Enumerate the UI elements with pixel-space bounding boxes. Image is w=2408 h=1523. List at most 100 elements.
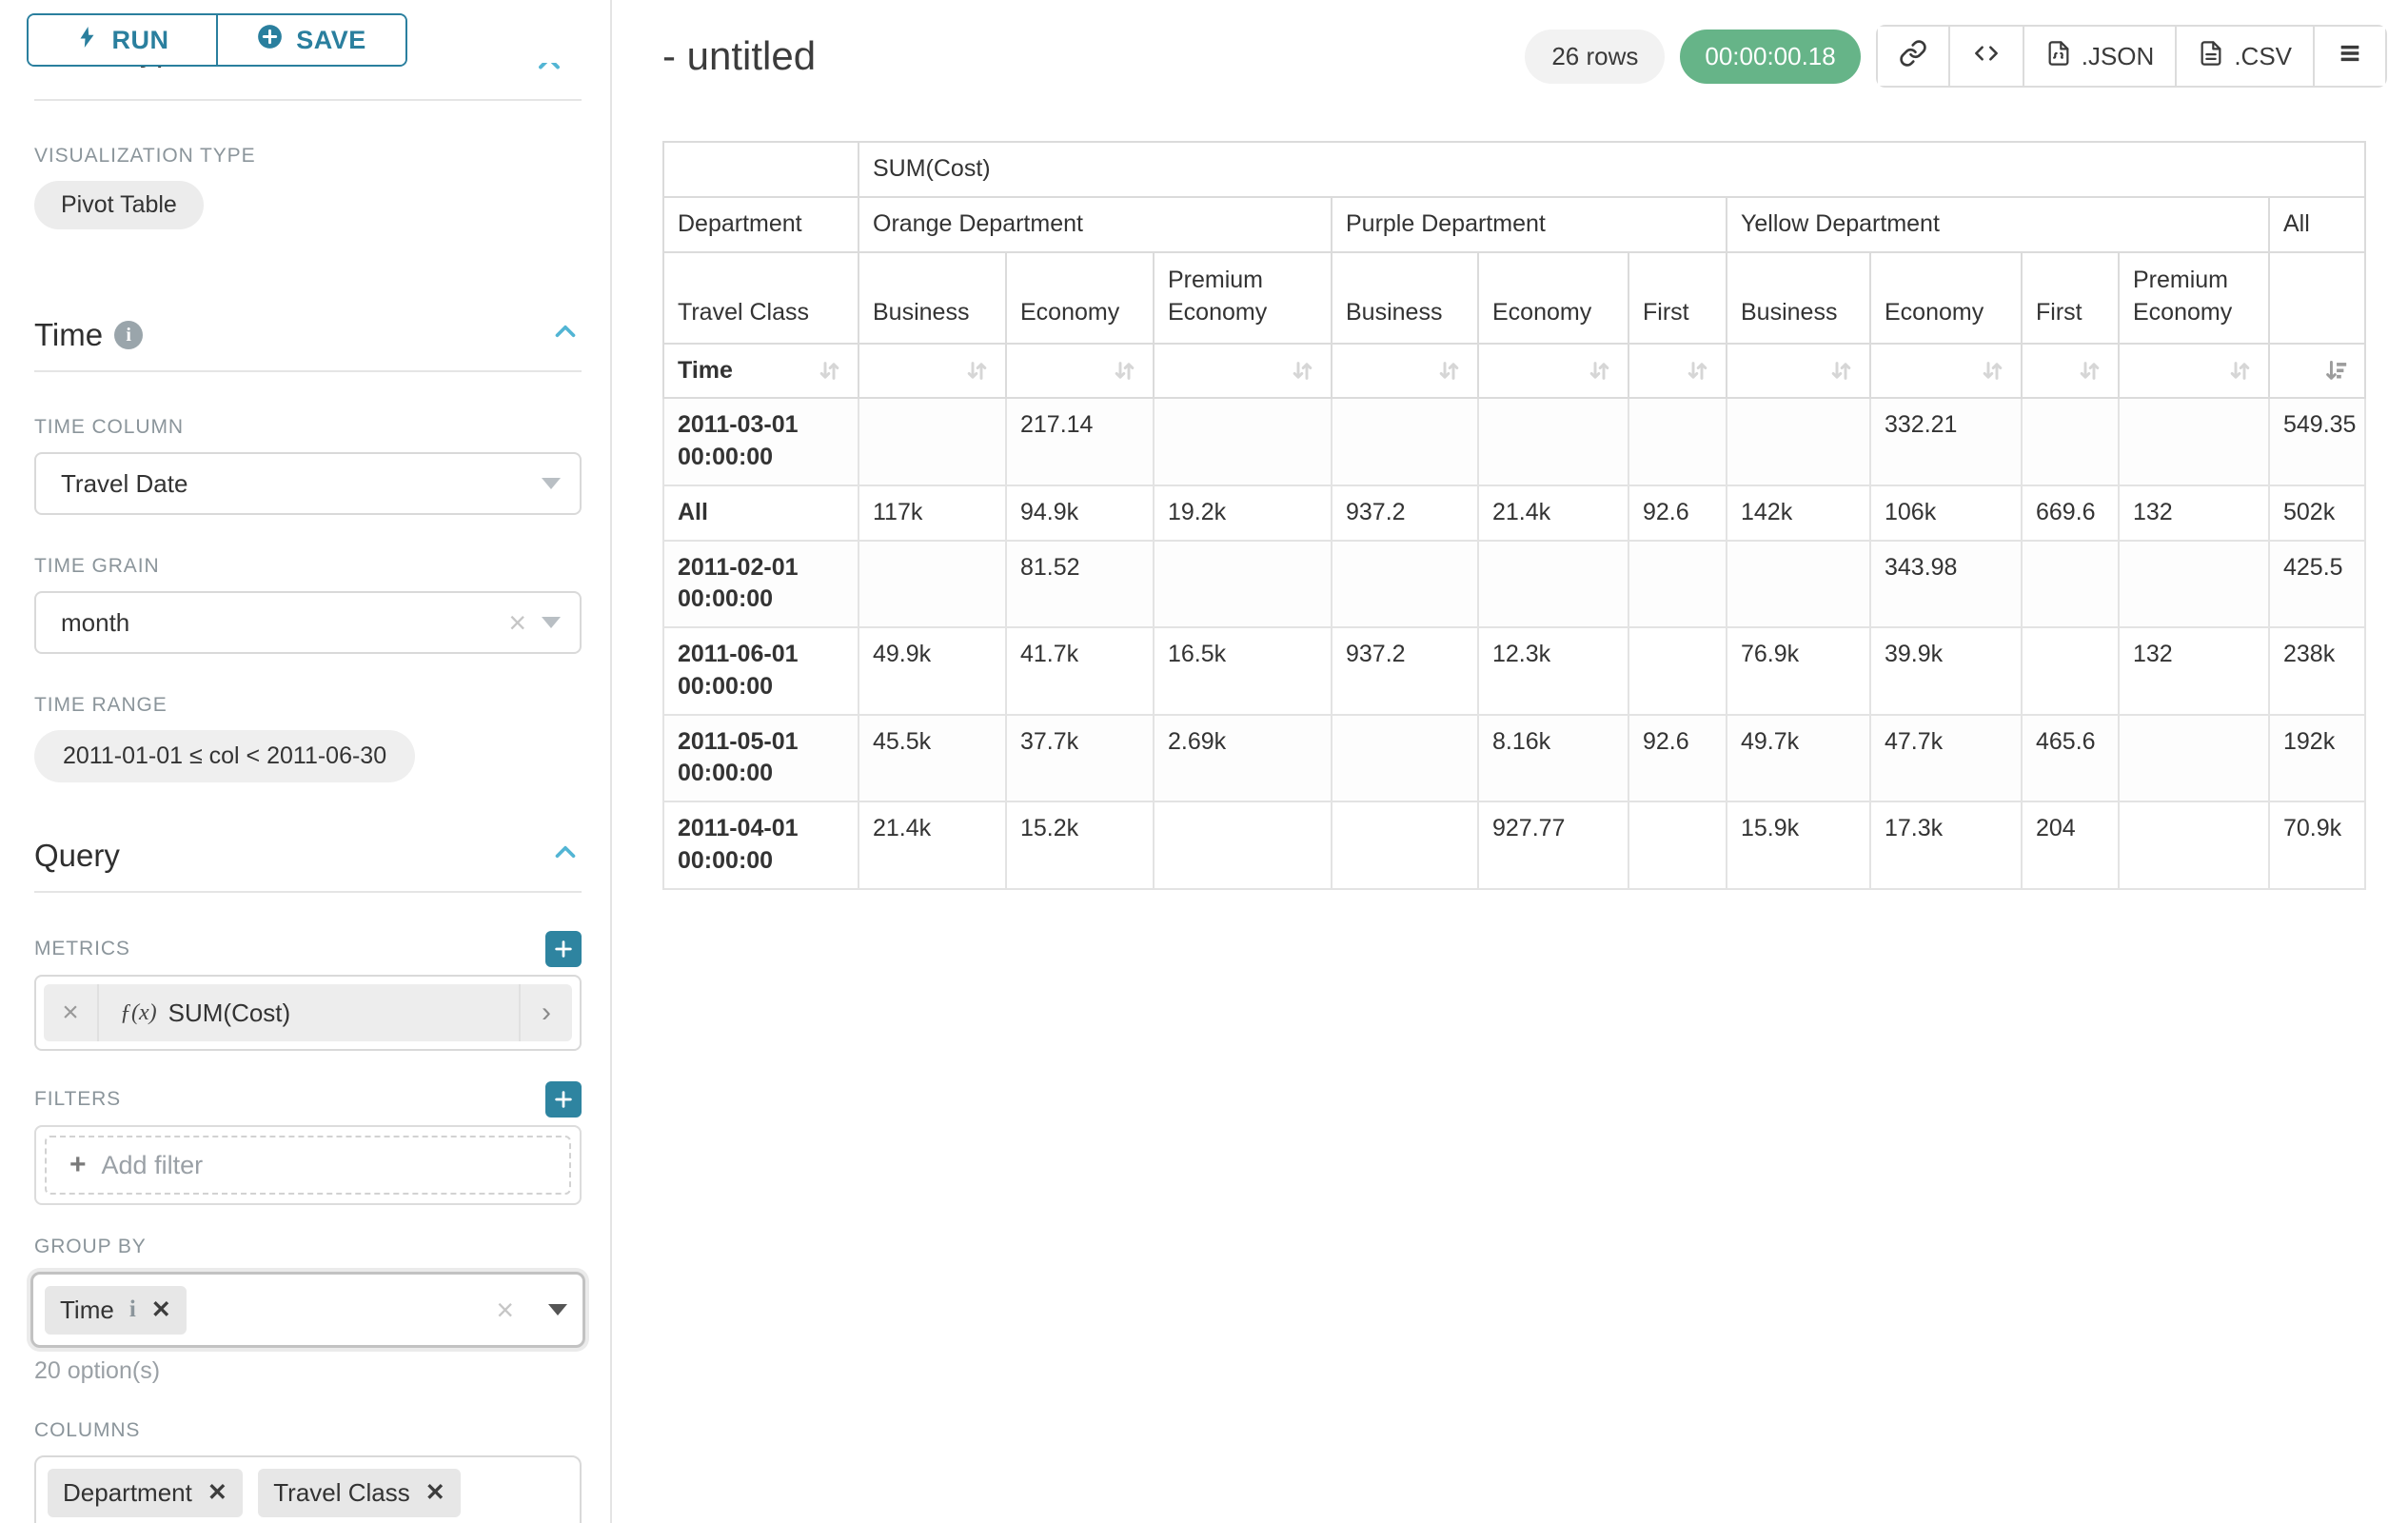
value-cell: 94.9k [1005,484,1155,542]
row-label: 2011-04-01 00:00:00 [662,801,859,890]
time-range-label: TIME RANGE [34,694,168,716]
group-by-pill: Time i ✕ [45,1285,187,1335]
chevron-down-icon [542,478,561,489]
value-cell [1153,539,1332,628]
clear-icon[interactable]: × [491,1516,509,1523]
value-cell: 21.4k [1477,484,1629,542]
query-section-collapse-icon[interactable] [549,836,582,876]
travel-class-header: Business [858,250,1007,345]
row-label: 2011-05-01 00:00:00 [662,713,859,802]
group-by-select[interactable]: Time i ✕ × [30,1272,585,1348]
sort-icon [1589,362,1609,380]
column-sort-header[interactable] [1331,342,1479,400]
time-grain-label: TIME GRAIN [34,555,160,577]
lightning-icon [76,24,99,57]
add-filter-button[interactable]: + Add filter [45,1136,571,1195]
metric-value[interactable]: ƒ(x) SUM(Cost) [120,998,291,1027]
all-column-sort-header[interactable] [2267,342,2367,400]
columns-select[interactable]: Department ✕ Travel Class ✕ × [34,1455,582,1523]
sort-icon [819,362,839,380]
run-button[interactable]: RUN [29,15,216,65]
value-cell: 132 [2118,626,2270,716]
export-toolbar: .JSON .CSV [1875,25,2387,88]
column-sort-header[interactable] [2118,342,2270,400]
column-sort-header[interactable] [1628,342,1727,400]
columns-pill: Travel Class ✕ [258,1469,461,1517]
value-cell [858,397,1007,486]
value-cell: 204 [2021,801,2120,890]
query-section-title: Query [34,838,120,873]
travel-class-header-empty [2267,250,2367,345]
value-cell: 117k [858,484,1007,542]
value-cell [858,539,1007,628]
time-sort-header[interactable]: Time [662,342,859,400]
add-filter-plus-button[interactable] [545,1081,582,1118]
value-cell: 37.7k [1005,713,1155,802]
value-cell [1628,801,1727,890]
value-cell [1153,397,1332,486]
add-metric-button[interactable] [545,931,582,967]
value-cell: 21.4k [858,801,1007,890]
view-query-button[interactable] [1947,27,2023,86]
menu-button[interactable] [2313,27,2385,86]
export-json-button[interactable]: .JSON [2022,27,2176,86]
value-cell: 49.9k [858,626,1007,716]
run-save-toolbar: RUN SAVE [0,0,610,67]
section-divider [34,99,582,101]
visualization-type-label: VISUALIZATION TYPE [34,145,256,167]
control-panel-sidebar: Chart Type RUN SAVE [0,0,612,1523]
column-sort-header[interactable] [1477,342,1629,400]
table-row: All 117k 94.9k 19.2k 937.2 21.4k 92.6 142k 106k 6… [662,484,2367,542]
column-sort-header[interactable] [1726,342,1871,400]
value-cell: 332.21 [1869,397,2023,486]
all-column-header: All [2267,195,2367,253]
time-section-collapse-icon[interactable] [549,315,582,355]
share-link-button[interactable] [1877,27,1948,86]
code-icon [1971,39,2002,74]
chart-title: - untitled [662,33,817,78]
travel-class-header: First [2021,250,2120,345]
export-csv-button[interactable]: .CSV [2175,27,2313,86]
link-icon [1899,39,1927,74]
column-sort-header[interactable] [858,342,1007,400]
row-total-cell: 425.5 [2267,539,2367,628]
remove-pill-icon[interactable]: ✕ [207,1479,227,1506]
section-divider [34,370,582,372]
value-cell: 343.98 [1869,539,2023,628]
columns-label: COLUMNS [34,1419,141,1441]
department-group-header: Orange Department [858,195,1332,253]
time-grain-select[interactable]: month × [34,591,582,654]
remove-pill-icon[interactable]: ✕ [424,1479,445,1506]
metrics-label: METRICS [34,938,130,959]
hamburger-menu-icon [2336,40,2364,73]
remove-pill-icon[interactable]: ✕ [150,1296,171,1323]
value-cell [2021,626,2120,716]
value-cell: 47.7k [1869,713,2023,802]
travel-class-header: Premium Economy [1153,250,1332,345]
column-sort-header[interactable] [2021,342,2120,400]
value-cell [2118,397,2270,486]
metric-pill: × ƒ(x) SUM(Cost) › [44,984,572,1041]
column-sort-header[interactable] [1153,342,1332,400]
clear-icon[interactable]: × [496,1293,514,1327]
chevron-right-icon[interactable]: › [519,984,572,1041]
save-button[interactable]: SAVE [216,15,405,65]
column-sort-header[interactable] [1005,342,1155,400]
remove-metric-icon[interactable]: × [44,984,99,1041]
value-cell [2118,539,2270,628]
time-section-header: Time i [34,315,582,355]
value-cell: 81.52 [1005,539,1155,628]
time-column-label: TIME COLUMN [34,416,184,438]
value-cell: 217.14 [1005,397,1155,486]
chevron-down-icon [542,617,561,628]
metric-header: SUM(Cost) [857,141,2367,198]
sort-icon [1439,362,1459,380]
time-range-value[interactable]: 2011-01-01 ≤ col < 2011-06-30 [34,730,416,782]
visualization-type-value[interactable]: Pivot Table [34,181,204,229]
value-cell: 19.2k [1153,484,1332,542]
clear-icon[interactable]: × [508,605,526,640]
pivot-corner-cell [662,141,859,198]
value-cell: 17.3k [1869,801,2023,890]
time-column-select[interactable]: Travel Date × [34,452,582,515]
column-sort-header[interactable] [1869,342,2023,400]
